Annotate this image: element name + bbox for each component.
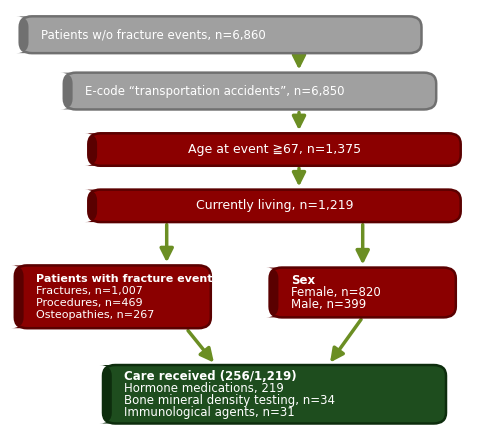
FancyBboxPatch shape (85, 133, 100, 166)
Text: Fractures, n=1,007: Fractures, n=1,007 (36, 286, 142, 296)
FancyBboxPatch shape (103, 365, 446, 423)
FancyBboxPatch shape (15, 265, 211, 328)
Text: Currently living, n=1,219: Currently living, n=1,219 (196, 199, 353, 212)
Text: Sex: Sex (290, 274, 315, 287)
FancyBboxPatch shape (266, 267, 282, 317)
Text: Age at event ≧67, n=1,375: Age at event ≧67, n=1,375 (188, 143, 361, 156)
FancyBboxPatch shape (64, 72, 436, 110)
Text: Bone mineral density testing, n=34: Bone mineral density testing, n=34 (124, 394, 335, 407)
Text: Patients with fracture events: Patients with fracture events (36, 274, 219, 284)
Text: Hormone medications, 219: Hormone medications, 219 (124, 382, 284, 395)
FancyBboxPatch shape (88, 133, 460, 166)
Text: Female, n=820: Female, n=820 (290, 286, 380, 299)
FancyBboxPatch shape (88, 190, 460, 222)
FancyBboxPatch shape (270, 267, 456, 317)
Text: E-code “transportation accidents”, n=6,850: E-code “transportation accidents”, n=6,8… (85, 84, 344, 98)
FancyBboxPatch shape (85, 190, 100, 222)
Text: Male, n=399: Male, n=399 (290, 298, 366, 311)
Text: Immunological agents, n=31: Immunological agents, n=31 (124, 406, 295, 419)
Text: Osteopathies, n=267: Osteopathies, n=267 (36, 310, 154, 320)
Text: Procedures, n=469: Procedures, n=469 (36, 298, 142, 308)
FancyBboxPatch shape (12, 265, 27, 328)
FancyBboxPatch shape (20, 16, 421, 53)
Text: Patients w/o fracture events, n=6,860: Patients w/o fracture events, n=6,860 (41, 28, 266, 41)
Text: Care received (256/1,219): Care received (256/1,219) (124, 370, 296, 383)
FancyBboxPatch shape (60, 72, 76, 110)
FancyBboxPatch shape (16, 16, 32, 53)
FancyBboxPatch shape (100, 365, 116, 423)
